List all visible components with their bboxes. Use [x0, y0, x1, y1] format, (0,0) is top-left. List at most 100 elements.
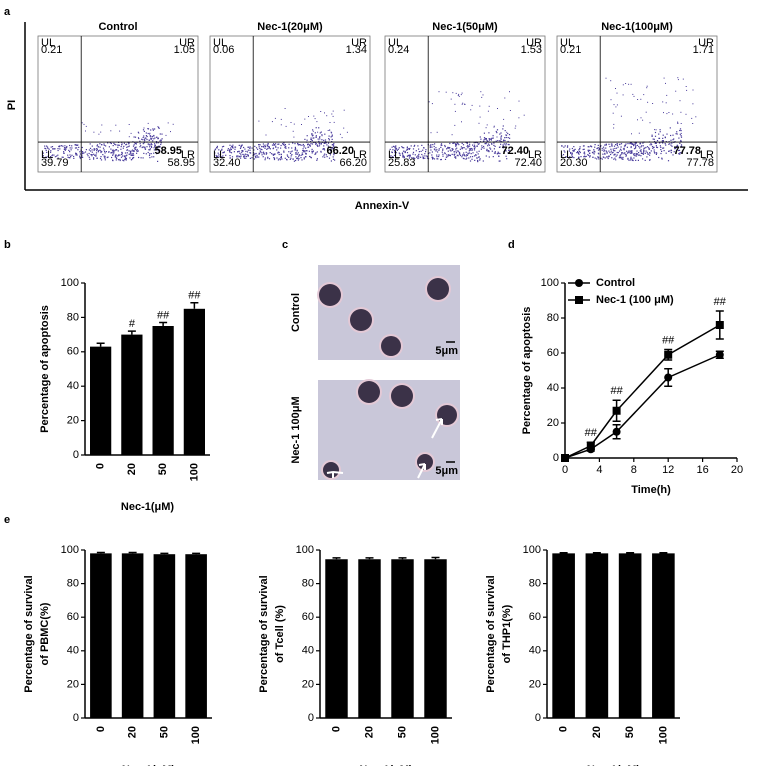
- event-dot: [490, 138, 492, 140]
- event-dot: [422, 157, 424, 160]
- event-dot: [112, 153, 114, 155]
- event-dot: [66, 147, 68, 149]
- event-dot: [255, 152, 257, 155]
- event-dot: [142, 157, 144, 159]
- event-dot: [238, 156, 240, 158]
- event-dot: [594, 157, 596, 159]
- event-dot: [132, 145, 135, 147]
- event-dot: [573, 149, 575, 151]
- event-dot: [488, 156, 490, 158]
- event-dot: [105, 145, 107, 147]
- event-dot: [117, 144, 119, 146]
- event-dot: [333, 144, 335, 146]
- event-dot: [484, 143, 486, 145]
- y-tick-label: 60: [302, 611, 314, 623]
- event-dot: [432, 158, 434, 160]
- event-dot: [440, 144, 442, 146]
- y-tick-label: 20: [529, 678, 541, 690]
- event-dot: [406, 152, 409, 154]
- event-dot: [223, 145, 225, 147]
- event-dot: [678, 149, 681, 151]
- event-dot: [404, 150, 406, 153]
- event-dot: [642, 145, 644, 147]
- event-dot: [502, 125, 504, 127]
- event-dot: [346, 131, 348, 133]
- event-dot: [106, 156, 108, 159]
- event-dot: [121, 143, 123, 145]
- event-dot: [619, 148, 622, 150]
- event-dot: [266, 148, 268, 150]
- event-dot: [493, 144, 495, 146]
- event-dot: [576, 152, 578, 154]
- event-dot: [422, 157, 424, 159]
- event-dot: [111, 156, 113, 159]
- quadrant-value: 1.71: [693, 44, 714, 56]
- event-dot: [302, 150, 304, 152]
- event-dot: [221, 146, 224, 148]
- event-dot: [238, 150, 240, 152]
- event-dot: [488, 150, 490, 152]
- event-dot: [631, 143, 633, 145]
- event-dot: [291, 154, 293, 156]
- event-dot: [499, 146, 501, 148]
- event-dot: [119, 130, 121, 132]
- event-dot: [264, 157, 266, 159]
- event-dot: [493, 152, 496, 154]
- y-axis-label: Percentage of survival: [23, 575, 35, 692]
- event-dot: [121, 144, 123, 146]
- event-dot: [486, 140, 488, 142]
- event-dot: [636, 153, 638, 155]
- event-dot: [461, 156, 463, 158]
- event-dot: [68, 149, 70, 151]
- event-dot: [483, 132, 485, 134]
- event-dot: [236, 155, 238, 157]
- event-dot: [500, 143, 502, 145]
- event-dot: [638, 152, 640, 154]
- event-dot: [504, 139, 506, 142]
- event-dot: [579, 146, 581, 148]
- event-dot: [227, 148, 229, 150]
- event-dot: [117, 155, 119, 157]
- event-dot: [236, 156, 238, 158]
- quadrant-value: 77.78: [686, 157, 714, 169]
- event-dot: [155, 141, 158, 143]
- event-dot: [156, 147, 158, 149]
- event-dot: [239, 147, 242, 149]
- event-dot: [153, 147, 155, 149]
- event-dot: [71, 145, 73, 147]
- event-dot: [145, 132, 147, 134]
- event-dot: [471, 148, 473, 150]
- event-dot: [126, 154, 128, 156]
- event-dot: [502, 144, 504, 146]
- event-dot: [389, 156, 392, 158]
- event-dot: [466, 145, 468, 147]
- y-tick-label: 80: [547, 312, 559, 324]
- event-dot: [85, 149, 87, 151]
- event-dot: [489, 138, 491, 140]
- event-dot: [247, 146, 249, 148]
- event-dot: [461, 121, 462, 123]
- bar: [424, 559, 447, 718]
- event-dot: [599, 149, 601, 151]
- event-dot: [418, 155, 420, 157]
- event-dot: [45, 149, 47, 151]
- event-dot: [442, 149, 444, 151]
- event-dot: [89, 143, 91, 145]
- event-dot: [132, 150, 134, 152]
- quadrant-name: LL: [213, 149, 225, 161]
- x-tick-label: 100: [190, 726, 202, 744]
- event-dot: [604, 157, 606, 159]
- event-dot: [123, 145, 125, 147]
- event-dot: [640, 146, 642, 148]
- event-dot: [59, 145, 61, 147]
- event-dot: [663, 112, 664, 114]
- event-dot: [500, 138, 502, 140]
- event-dot: [330, 160, 332, 162]
- event-dot: [309, 141, 312, 143]
- event-dot: [518, 100, 520, 102]
- event-dot: [290, 157, 292, 159]
- event-dot: [113, 152, 115, 154]
- event-dot: [453, 151, 455, 153]
- event-dot: [680, 135, 682, 137]
